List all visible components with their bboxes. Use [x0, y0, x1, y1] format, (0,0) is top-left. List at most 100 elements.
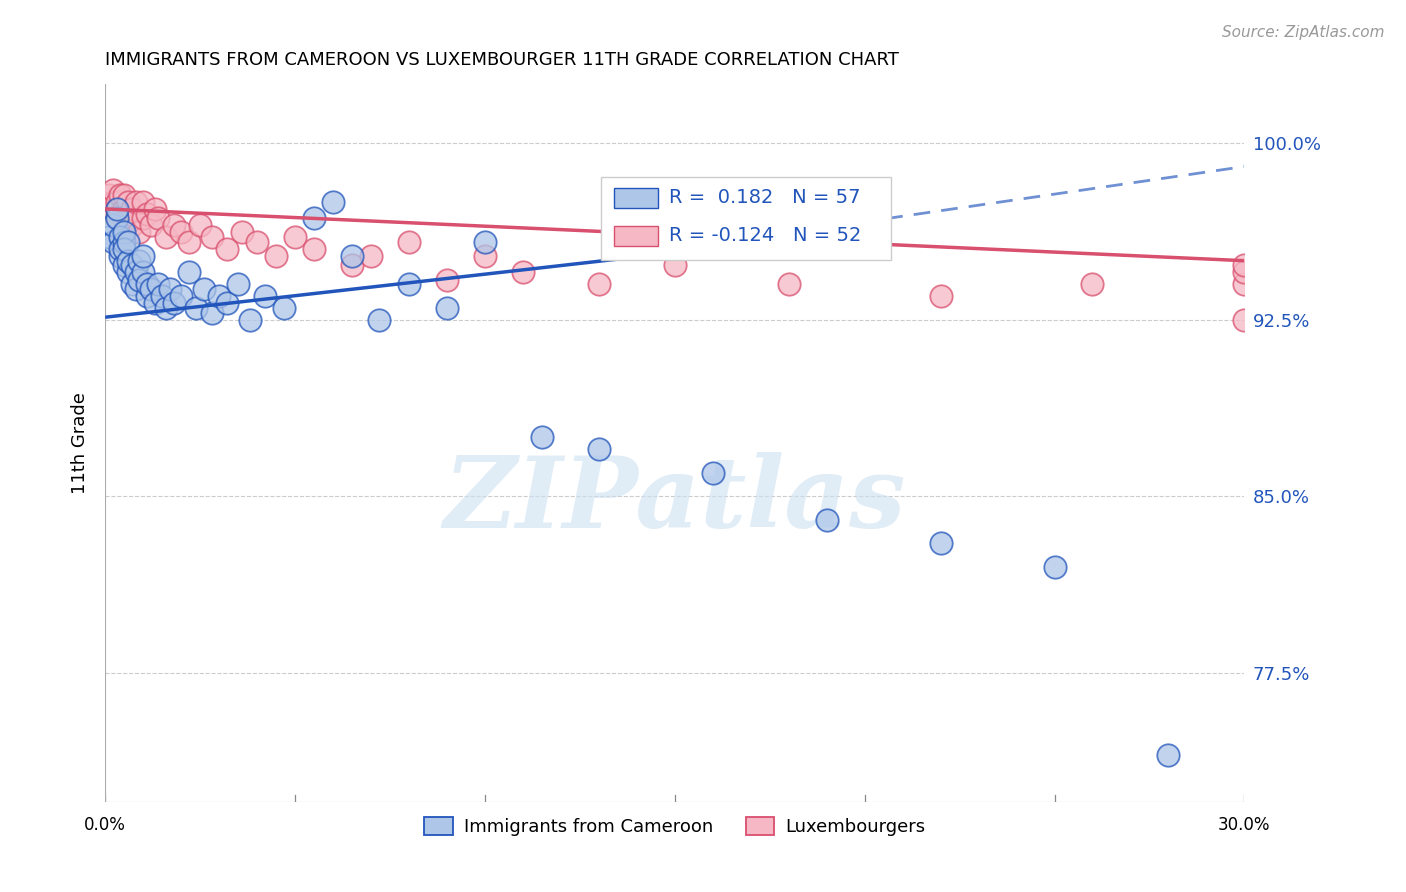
Point	[105, 211, 128, 226]
Point	[159, 282, 181, 296]
Point	[155, 301, 177, 315]
Point	[121, 202, 143, 216]
Point	[112, 235, 135, 249]
Point	[110, 187, 132, 202]
Point	[112, 226, 135, 240]
Legend: Immigrants from Cameroon, Luxembourgers: Immigrants from Cameroon, Luxembourgers	[418, 810, 932, 844]
Point	[588, 442, 610, 456]
Point	[170, 226, 193, 240]
Point	[155, 230, 177, 244]
Point	[121, 277, 143, 292]
Point	[815, 513, 838, 527]
Point	[112, 242, 135, 256]
Point	[117, 265, 139, 279]
Point	[1233, 259, 1256, 273]
Text: 0.0%: 0.0%	[84, 816, 127, 834]
Point	[253, 289, 276, 303]
Point	[284, 230, 307, 244]
Point	[929, 289, 952, 303]
Point	[340, 259, 363, 273]
Point	[136, 277, 159, 292]
Point	[474, 235, 496, 249]
Point	[398, 235, 420, 249]
Point	[200, 230, 222, 244]
Point	[110, 206, 132, 220]
Point	[193, 282, 215, 296]
Point	[322, 194, 344, 209]
Point	[121, 259, 143, 273]
Point	[436, 301, 458, 315]
Point	[98, 187, 121, 202]
Point	[105, 194, 128, 209]
Point	[148, 277, 170, 292]
Point	[1043, 559, 1066, 574]
Point	[264, 249, 287, 263]
FancyBboxPatch shape	[600, 178, 891, 260]
Point	[1157, 748, 1180, 763]
Point	[112, 226, 135, 240]
Point	[1233, 265, 1256, 279]
Point	[664, 259, 686, 273]
Point	[110, 242, 132, 256]
Point	[162, 219, 184, 233]
Point	[105, 202, 128, 216]
Point	[302, 211, 325, 226]
Point	[1081, 277, 1104, 292]
Point	[148, 211, 170, 226]
Point	[530, 430, 553, 444]
Point	[110, 230, 132, 244]
Point	[273, 301, 295, 315]
Point	[215, 296, 238, 310]
Point	[110, 249, 132, 263]
Point	[124, 282, 146, 296]
Point	[117, 253, 139, 268]
Point	[367, 312, 389, 326]
Text: 30.0%: 30.0%	[1218, 816, 1271, 834]
Point	[143, 296, 166, 310]
Point	[121, 219, 143, 233]
Point	[208, 289, 231, 303]
Point	[170, 289, 193, 303]
Point	[101, 235, 124, 249]
Point	[112, 187, 135, 202]
Point	[226, 277, 249, 292]
Point	[340, 249, 363, 263]
Point	[1233, 277, 1256, 292]
Text: Source: ZipAtlas.com: Source: ZipAtlas.com	[1222, 25, 1385, 40]
Point	[246, 235, 269, 249]
Point	[162, 296, 184, 310]
Point	[132, 249, 155, 263]
Point	[200, 305, 222, 319]
Point	[702, 466, 724, 480]
Point	[474, 249, 496, 263]
Point	[177, 235, 200, 249]
Text: R = -0.124   N = 52: R = -0.124 N = 52	[669, 227, 862, 245]
Bar	[614, 226, 658, 245]
Point	[929, 536, 952, 550]
Point	[128, 253, 150, 268]
Text: ZIPatlas: ZIPatlas	[444, 452, 905, 549]
Point	[512, 265, 534, 279]
Point	[150, 289, 173, 303]
Point	[132, 194, 155, 209]
Point	[101, 183, 124, 197]
Point	[124, 194, 146, 209]
Y-axis label: 11th Grade: 11th Grade	[72, 392, 89, 494]
Point	[124, 265, 146, 279]
Point	[436, 272, 458, 286]
Point	[101, 194, 124, 209]
Point	[112, 259, 135, 273]
Point	[98, 202, 121, 216]
Point	[98, 230, 121, 244]
Point	[215, 242, 238, 256]
Point	[177, 265, 200, 279]
Text: IMMIGRANTS FROM CAMEROON VS LUXEMBOURGER 11TH GRADE CORRELATION CHART: IMMIGRANTS FROM CAMEROON VS LUXEMBOURGER…	[105, 51, 898, 69]
Point	[117, 235, 139, 249]
Point	[117, 211, 139, 226]
Point	[302, 242, 325, 256]
Text: R =  0.182   N = 57: R = 0.182 N = 57	[669, 188, 860, 207]
Point	[128, 272, 150, 286]
Point	[360, 249, 382, 263]
Point	[588, 277, 610, 292]
Point	[132, 211, 155, 226]
